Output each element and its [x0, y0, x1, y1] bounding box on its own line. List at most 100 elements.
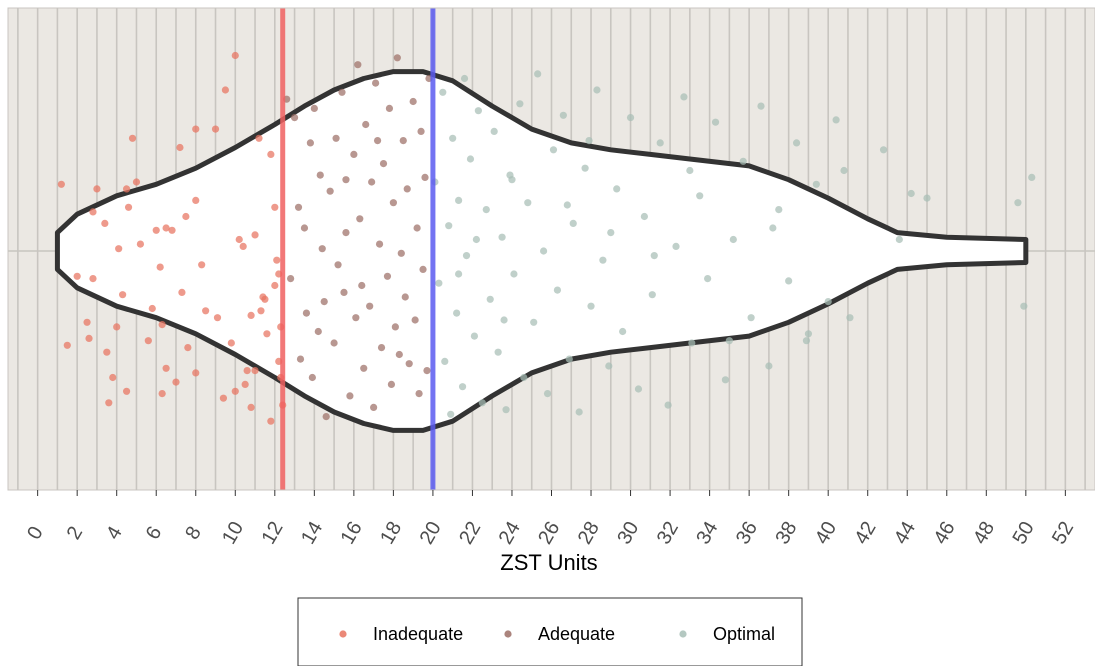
point-adequate [296, 355, 305, 363]
x-tick-label: 50 [1009, 518, 1039, 548]
legend: Inadequate Adequate Optimal [297, 597, 803, 666]
point-optimal [680, 93, 688, 101]
point-optimal [840, 166, 848, 175]
x-axis-ticks: 0 2 4 6 8 10 12 14 16 18 20 22 24 26 28 30 32 34 36 38 40 42 4… [23, 490, 1078, 548]
point-optimal [648, 291, 656, 299]
point-optimal [490, 127, 498, 135]
legend-label: Inadequate [373, 624, 463, 644]
point-adequate [310, 104, 318, 112]
point-inadequate [162, 364, 170, 372]
point-optimal [587, 302, 595, 310]
point-optimal [516, 100, 524, 108]
point-inadequate [182, 212, 190, 221]
point-adequate [334, 261, 342, 269]
legend-label: Adequate [538, 624, 615, 644]
point-inadequate [89, 208, 97, 216]
point-adequate [372, 79, 380, 87]
point-adequate [318, 245, 326, 253]
point-optimal [510, 270, 518, 278]
point-inadequate [57, 180, 65, 188]
point-inadequate [113, 323, 121, 331]
point-adequate [330, 339, 338, 347]
x-tick-label: 46 [929, 518, 959, 548]
point-inadequate [271, 281, 279, 290]
x-tick-label: 14 [297, 518, 327, 548]
point-inadequate [219, 394, 228, 402]
point-optimal [775, 206, 783, 214]
point-optimal [804, 330, 813, 338]
point-inadequate [255, 134, 263, 142]
point-inadequate [109, 373, 117, 382]
point-optimal [585, 137, 593, 145]
point-adequate [397, 249, 405, 257]
point-inadequate [198, 261, 206, 269]
point-adequate [370, 403, 378, 411]
point-inadequate [103, 348, 111, 356]
point-adequate [294, 203, 303, 211]
point-inadequate [211, 125, 220, 133]
point-optimal [524, 199, 532, 207]
point-inadequate [124, 203, 133, 211]
x-tick-label: 48 [969, 518, 999, 548]
x-tick-label: 26 [534, 518, 564, 548]
point-adequate [340, 288, 348, 296]
point-optimal [530, 318, 538, 326]
point-optimal [486, 295, 494, 303]
point-optimal [792, 139, 801, 147]
point-adequate [421, 173, 429, 181]
point-optimal [534, 70, 542, 78]
point-inadequate [83, 318, 91, 326]
point-adequate [322, 413, 330, 421]
point-optimal [508, 176, 516, 184]
point-optimal [802, 337, 811, 345]
point-adequate [360, 364, 368, 372]
point-adequate [368, 178, 376, 186]
point-optimal [498, 233, 506, 241]
legend-item-adequate: Adequate [504, 624, 615, 644]
point-optimal [549, 146, 558, 154]
point-optimal [605, 362, 613, 370]
point-optimal [721, 376, 730, 384]
point-optimal [478, 399, 486, 407]
point-optimal [879, 146, 888, 154]
point-optimal [757, 102, 765, 110]
point-inadequate [251, 231, 259, 239]
point-optimal [1020, 302, 1028, 310]
point-optimal [711, 118, 720, 126]
point-adequate [377, 344, 386, 352]
point-inadequate [119, 291, 127, 299]
point-inadequate [239, 242, 247, 250]
point-optimal [500, 316, 508, 324]
point-optimal [613, 185, 621, 193]
point-optimal [634, 385, 643, 393]
point-optimal [626, 114, 635, 122]
legend-item-optimal: Optimal [679, 624, 775, 644]
point-optimal [785, 277, 793, 285]
point-inadequate [156, 263, 164, 271]
point-optimal [704, 275, 712, 283]
x-tick-label: 52 [1048, 518, 1078, 548]
point-adequate [415, 390, 423, 398]
point-inadequate [158, 321, 166, 329]
point-inadequate [168, 226, 176, 234]
point-optimal [563, 201, 571, 209]
point-inadequate [178, 288, 186, 296]
point-optimal [455, 196, 463, 204]
x-tick-label: 38 [771, 518, 801, 548]
point-inadequate [122, 185, 131, 193]
point-adequate [320, 298, 328, 306]
point-inadequate [115, 245, 123, 253]
point-inadequate [247, 311, 255, 319]
point-optimal [656, 139, 664, 147]
point-adequate [300, 224, 309, 232]
point-adequate [387, 380, 396, 388]
x-tick-label: 44 [890, 518, 920, 548]
point-adequate [358, 281, 366, 290]
point-inadequate [261, 295, 269, 303]
point-inadequate [243, 367, 251, 375]
point-optimal [472, 235, 480, 244]
point-optimal [824, 298, 832, 306]
x-axis-title: ZST Units [500, 550, 597, 575]
x-tick-label: 12 [258, 518, 288, 548]
